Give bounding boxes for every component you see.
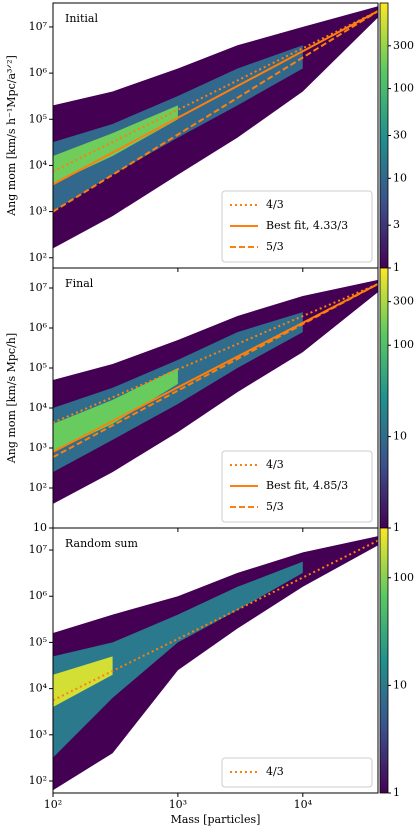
fit-line [53, 283, 378, 459]
colorbar-tick-label: 1 [393, 786, 400, 799]
y-tick-label: 10⁷ [29, 543, 48, 556]
plot-area [53, 279, 378, 504]
y-tick-label: 10³ [29, 728, 47, 741]
y-tick-label: 10⁵ [29, 635, 47, 648]
density-band [53, 45, 303, 212]
legend-label: Best fit, 4.85/3 [266, 479, 348, 492]
y-tick-label: 10⁴ [29, 682, 48, 695]
colorbar-tick-label: 100 [393, 338, 414, 351]
colorbar-tick-label: 100 [393, 571, 414, 584]
colorbar-tick-label: 1 [393, 261, 400, 274]
density-band [53, 656, 113, 708]
axes-frame [52, 527, 379, 794]
colorbar-tick-label: 10 [393, 678, 407, 691]
legend-label: Best fit, 4.33/3 [266, 219, 348, 232]
legend-label: 5/3 [266, 500, 284, 513]
colorbar-tick-label: 10 [393, 430, 407, 443]
fit-line [53, 10, 378, 186]
legend-label: 4/3 [266, 198, 284, 211]
y-tick-label: 10³ [29, 205, 47, 218]
density-band [53, 312, 303, 473]
colorbar [379, 527, 389, 794]
legend [221, 190, 373, 263]
y-tick-label: 10⁶ [29, 66, 48, 79]
y-tick-label: 10³ [29, 441, 47, 454]
y-axis-label: Ang mom [km/s h⁻¹Mpc/a³ᐟ²] [5, 55, 18, 217]
y-tick-label: 10² [29, 251, 47, 264]
y-tick-label: 10⁴ [29, 401, 48, 414]
colorbar [379, 2, 389, 269]
y-tick-label: 10⁴ [29, 158, 48, 171]
legend [221, 450, 373, 523]
y-tick-label: 10² [29, 774, 47, 787]
fit-line [53, 10, 378, 213]
colorbar-tick-label: 1 [393, 521, 400, 534]
y-tick-label: 10⁷ [29, 20, 48, 33]
panel-label: Final [65, 277, 94, 290]
x-tick-label: 10³ [169, 798, 187, 811]
colorbar [379, 267, 389, 529]
y-tick-label: 10⁶ [29, 589, 48, 602]
y-tick-label: 10⁵ [29, 112, 47, 125]
plot-area [53, 536, 378, 791]
density-band [53, 105, 178, 184]
colorbar-tick-label: 300 [393, 295, 414, 308]
y-tick-label: 10 [33, 521, 47, 534]
y-tick-label: 10⁷ [29, 281, 48, 294]
legend [221, 757, 373, 788]
colorbar-tick-label: 300 [393, 39, 414, 52]
density-band [53, 279, 378, 504]
density-band [53, 367, 178, 452]
x-tick-label: 10⁴ [294, 798, 313, 811]
fit-line [53, 283, 378, 424]
colorbar-tick-label: 3 [393, 218, 400, 231]
y-tick-label: 10⁶ [29, 321, 48, 334]
y-axis-label: Ang mom [km/s Mpc/h] [5, 333, 18, 464]
fit-line [53, 539, 378, 702]
colorbar-tick-label: 100 [393, 82, 414, 95]
colorbar-tick-label: 30 [393, 129, 407, 142]
x-axis-label: Mass [particles] [171, 813, 261, 826]
plot-area [53, 6, 378, 249]
legend-label: 4/3 [266, 458, 284, 471]
y-tick-label: 10⁵ [29, 361, 47, 374]
fit-line [53, 10, 378, 173]
panel-label: Initial [65, 12, 98, 25]
x-tick-label: 10² [44, 798, 62, 811]
panel-label: Random sum [65, 537, 138, 550]
colorbar-tick-label: 10 [393, 171, 407, 184]
legend-label: 4/3 [266, 765, 284, 778]
y-tick-label: 10² [29, 481, 47, 494]
legend-label: 5/3 [266, 240, 284, 253]
